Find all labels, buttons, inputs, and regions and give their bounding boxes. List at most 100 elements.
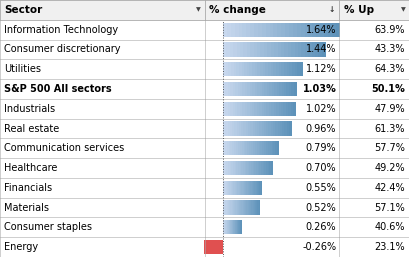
Bar [236,200,238,215]
Bar [268,141,270,155]
Bar [0,0,409,20]
Bar [247,141,249,155]
Bar [228,200,229,215]
Bar [300,62,303,76]
Bar [231,23,235,37]
Bar [224,220,225,234]
Bar [245,200,247,215]
Bar [270,23,274,37]
Bar [0,217,409,237]
Bar [279,82,282,96]
Bar [252,62,255,76]
Bar [284,121,287,136]
Bar [228,82,231,96]
Bar [238,161,240,175]
Bar [236,220,237,234]
Bar [238,82,240,96]
Bar [225,102,228,116]
Bar [312,23,317,37]
Bar [251,141,253,155]
Bar [238,200,239,215]
Bar [256,200,258,215]
Bar [266,102,269,116]
Bar [0,119,409,138]
Bar [305,42,309,57]
Bar [269,82,272,96]
Bar [301,42,305,57]
Bar [249,181,251,195]
Bar [287,121,289,136]
Bar [226,220,227,234]
Text: Industrials: Industrials [4,104,55,114]
Bar [268,161,270,175]
Bar [274,141,276,155]
Bar [227,200,228,215]
Bar [234,141,236,155]
Bar [230,200,232,215]
Bar [234,181,235,195]
Bar [248,161,250,175]
Text: 47.9%: 47.9% [374,104,405,114]
Bar [262,82,265,96]
Text: 1.02%: 1.02% [306,104,336,114]
Text: Sector: Sector [4,5,43,15]
Text: S&P 500 All sectors: S&P 500 All sectors [4,84,112,94]
Bar [232,220,233,234]
Text: ↓: ↓ [329,5,335,14]
Bar [235,102,238,116]
Bar [283,102,286,116]
Bar [229,161,231,175]
Bar [259,161,261,175]
Text: 42.4%: 42.4% [374,183,405,193]
Bar [273,121,276,136]
Bar [256,141,259,155]
Bar [235,23,239,37]
Bar [276,102,279,116]
Bar [238,23,243,37]
Bar [254,181,256,195]
Bar [264,102,267,116]
Bar [249,161,252,175]
Bar [227,181,229,195]
Bar [245,141,248,155]
Bar [231,181,232,195]
Text: 43.3%: 43.3% [374,44,405,54]
Text: 1.12%: 1.12% [306,64,336,74]
Bar [248,121,251,136]
Bar [233,161,235,175]
Bar [261,141,263,155]
Text: % change: % change [209,5,265,15]
Text: 1.03%: 1.03% [302,84,336,94]
Text: 0.79%: 0.79% [306,143,336,153]
Bar [239,62,242,76]
Bar [253,181,255,195]
Bar [243,181,244,195]
Bar [271,102,274,116]
Bar [250,121,253,136]
Bar [243,23,247,37]
Text: Energy: Energy [4,242,38,252]
Bar [236,141,238,155]
Bar [267,82,270,96]
Bar [243,42,247,57]
Bar [243,141,246,155]
Bar [252,82,255,96]
Bar [274,42,278,57]
Bar [242,102,245,116]
Bar [227,220,228,234]
Bar [315,42,319,57]
Bar [265,62,268,76]
Bar [239,121,242,136]
Bar [223,121,226,136]
Bar [223,62,226,76]
Bar [226,62,229,76]
Bar [231,62,234,76]
Bar [235,82,238,96]
Bar [232,181,234,195]
Bar [230,121,232,136]
Bar [240,82,243,96]
Bar [258,141,261,155]
Bar [0,79,409,99]
Bar [324,23,328,37]
Bar [250,200,252,215]
